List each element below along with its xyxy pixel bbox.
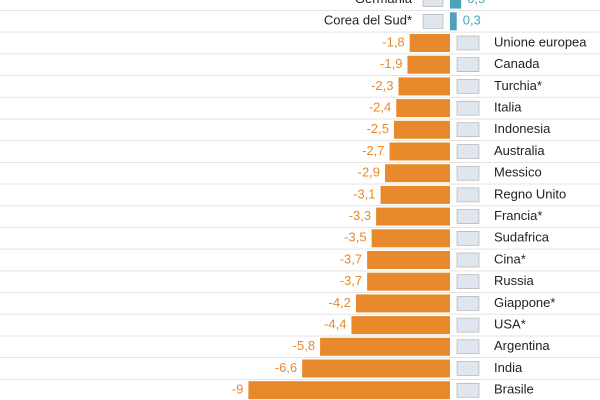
flag: [456, 361, 480, 376]
flag: [456, 252, 480, 268]
value-label: -4,4: [324, 317, 346, 332]
value-label: 0,5: [467, 0, 485, 6]
value-label: -2,4: [369, 100, 391, 115]
flag: [456, 122, 480, 138]
bar: [389, 142, 450, 161]
flag: [456, 296, 480, 311]
category-label: Australia: [494, 143, 545, 158]
flag: [456, 100, 480, 116]
category-label: USA*: [494, 317, 526, 332]
bar: [396, 99, 450, 118]
value-label: -2,3: [371, 78, 393, 93]
category-label: Argentina: [494, 338, 550, 353]
flag: [456, 165, 480, 181]
category-label: Indonesia: [494, 121, 551, 136]
category-label: Francia*: [494, 208, 542, 223]
flag: [456, 274, 480, 289]
value-label: -1,9: [380, 56, 402, 71]
bar: [407, 55, 450, 74]
bar: [320, 337, 450, 356]
category-label: Giappone*: [494, 295, 555, 310]
category-label: Italia: [494, 100, 522, 115]
flag: [456, 144, 480, 159]
value-label: -3,3: [349, 208, 371, 223]
bar: [385, 164, 450, 183]
flag: [456, 317, 480, 333]
flag: [456, 35, 480, 51]
bar: [450, 12, 457, 31]
category-label: Unione europea: [494, 34, 587, 49]
value-label: -6,6: [275, 360, 297, 375]
bar: [302, 359, 450, 378]
category-label: Brasile: [494, 382, 534, 397]
bar: [394, 120, 450, 139]
flag: [456, 209, 480, 224]
category-label: Turchia*: [494, 78, 542, 93]
bar: [355, 294, 450, 313]
value-label: 0,3: [463, 13, 481, 28]
flag: [456, 57, 480, 72]
category-label: Sudafrica: [494, 230, 550, 245]
value-label: -5,8: [293, 338, 315, 353]
category-label: India: [494, 360, 523, 375]
value-label: -2,9: [358, 165, 380, 180]
bar: [367, 251, 450, 269]
value-label: -2,7: [362, 143, 384, 158]
bar: [409, 34, 450, 52]
flag: [456, 231, 480, 246]
bar: [367, 272, 450, 291]
flag: [456, 79, 480, 94]
value-label: -4,2: [329, 295, 351, 310]
bar: [376, 207, 450, 226]
category-label: Russia: [494, 273, 535, 288]
flag: [422, 0, 444, 7]
category-label: Germania: [355, 0, 413, 6]
bar: [398, 77, 450, 96]
bar: [450, 0, 462, 9]
value-label: -3,1: [353, 186, 375, 201]
bar: [351, 316, 450, 335]
value-label: -3,7: [340, 251, 362, 266]
flag: [456, 382, 480, 398]
value-label: -1,8: [382, 34, 404, 49]
value-label: -9: [232, 382, 244, 397]
category-label: Messico: [494, 165, 542, 180]
category-label: Regno Unito: [494, 186, 566, 201]
category-label: Corea del Sud*: [324, 13, 412, 28]
value-label: -2,5: [367, 121, 389, 136]
category-label: Canada: [494, 56, 540, 71]
bar: [248, 381, 450, 400]
bar: [371, 229, 450, 248]
flag: [456, 187, 480, 203]
category-label: Cina*: [494, 251, 526, 266]
flag: [422, 14, 444, 29]
bar: [380, 185, 450, 204]
flag: [456, 339, 480, 355]
value-label: -3,5: [344, 230, 366, 245]
value-label: -3,7: [340, 273, 362, 288]
